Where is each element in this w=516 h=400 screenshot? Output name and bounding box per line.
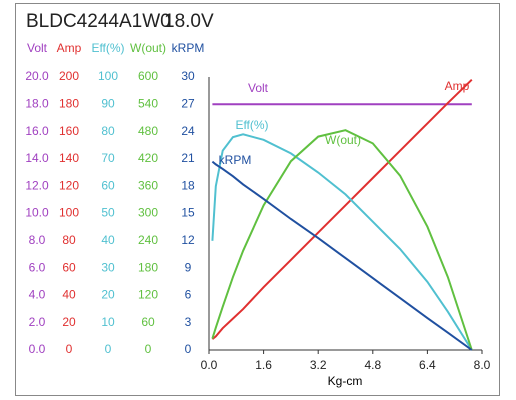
y-tick-label: 3 [185, 315, 192, 329]
y-tick-label: 18 [181, 178, 195, 192]
y-tick-label: 14.0 [25, 151, 49, 165]
y-tick-label: 21 [181, 151, 195, 165]
y-tick-label: 6.0 [29, 260, 46, 274]
y-tick-label: 120 [59, 178, 79, 192]
y-tick-label: 30 [181, 69, 195, 83]
y-tick-label: 600 [138, 69, 158, 83]
series-line [211, 133, 473, 351]
y-tick-label: 30 [101, 260, 115, 274]
series-label: Eff(%) [235, 118, 268, 132]
y-tick-label: 160 [59, 124, 79, 138]
y-tick-label: 40 [62, 288, 76, 302]
y-tick-label: 80 [101, 124, 115, 138]
chart-subtitle: 18.0V [164, 11, 214, 32]
y-tick-label: 20 [101, 288, 115, 302]
series-label: kRPM [219, 153, 252, 167]
y-tick-label: 18.0 [25, 96, 49, 110]
y-tick-label: 70 [101, 151, 115, 165]
legend-entry: W(out) [130, 41, 166, 55]
y-tick-label: 0 [105, 342, 112, 356]
y-tick-label: 300 [138, 206, 158, 220]
y-tick-label: 360 [138, 178, 158, 192]
y-tick-label: 6 [185, 288, 192, 302]
y-tick-label: 240 [138, 233, 158, 247]
y-tick-label: 60 [141, 315, 155, 329]
legend-entry: Amp [57, 41, 82, 55]
legend-entry: Volt [27, 41, 48, 55]
y-tick-label: 480 [138, 124, 158, 138]
y-tick-label: 420 [138, 151, 158, 165]
x-tick-label: 1.6 [255, 358, 272, 372]
y-tick-label: 15 [181, 206, 195, 220]
y-tick-label: 80 [62, 233, 76, 247]
chart-title: BLDC4244A1W0 [26, 11, 171, 32]
y-tick-label: 10 [101, 315, 115, 329]
legend-entry: Eff(%) [91, 41, 124, 55]
y-tick-label: 2.0 [29, 315, 46, 329]
y-tick-label: 9 [185, 260, 192, 274]
series-line [211, 78, 473, 340]
y-tick-label: 50 [101, 206, 115, 220]
y-tick-label: 12 [181, 233, 195, 247]
y-tick-label: 8.0 [29, 233, 46, 247]
y-tick-label: 24 [181, 124, 195, 138]
series-label: Amp [445, 79, 470, 93]
x-tick-label: 6.4 [419, 358, 436, 372]
y-tick-label: 90 [101, 96, 115, 110]
y-tick-label: 60 [62, 260, 76, 274]
y-tick-label: 180 [138, 260, 158, 274]
y-tick-label: 16.0 [25, 124, 49, 138]
frame [15, 3, 500, 396]
y-tick-label: 0.0 [29, 342, 46, 356]
y-tick-label: 60 [101, 178, 115, 192]
y-tick-label: 180 [59, 96, 79, 110]
y-tick-label: 140 [59, 151, 79, 165]
y-tick-label: 27 [181, 96, 195, 110]
x-tick-label: 4.8 [364, 358, 381, 372]
x-tick-label: 3.2 [310, 358, 327, 372]
y-tick-label: 40 [101, 233, 115, 247]
y-tick-label: 100 [98, 69, 118, 83]
y-tick-label: 120 [138, 288, 158, 302]
y-tick-label: 20 [62, 315, 76, 329]
y-tick-label: 4.0 [29, 288, 46, 302]
series-line [211, 129, 473, 351]
x-tick-label: 8.0 [474, 358, 491, 372]
y-tick-label: 0 [145, 342, 152, 356]
x-tick-label: 0.0 [201, 358, 218, 372]
series-line [211, 160, 473, 351]
x-axis-label: Kg-cm [328, 374, 363, 388]
y-tick-label: 200 [59, 69, 79, 83]
series-label: Volt [248, 81, 269, 95]
y-tick-label: 100 [59, 206, 79, 220]
y-tick-label: 20.0 [25, 69, 49, 83]
y-tick-label: 0 [185, 342, 192, 356]
series-label: W(out) [325, 133, 361, 147]
y-tick-label: 540 [138, 96, 158, 110]
y-tick-label: 12.0 [25, 178, 49, 192]
y-tick-label: 0 [66, 342, 73, 356]
y-tick-label: 10.0 [25, 206, 49, 220]
legend-entry: kRPM [172, 41, 205, 55]
